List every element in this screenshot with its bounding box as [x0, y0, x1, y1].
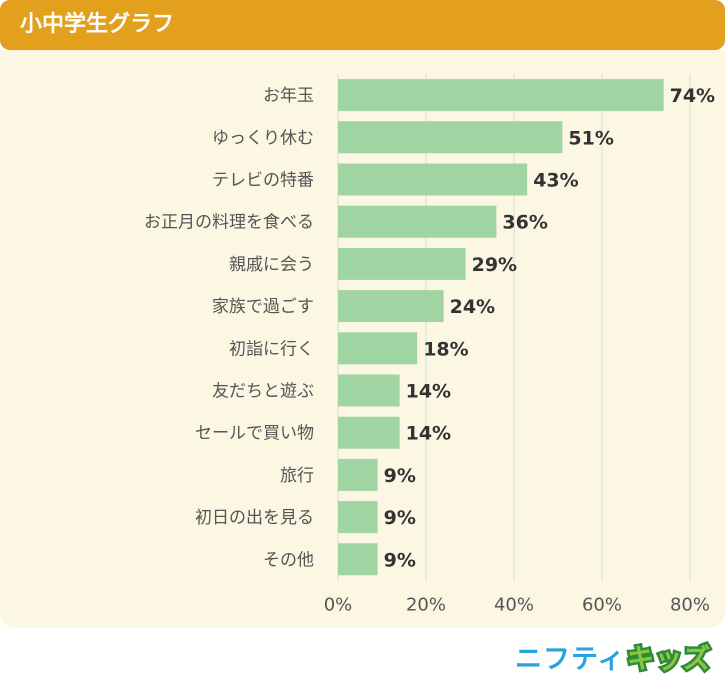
bar: [338, 247, 466, 280]
bar: [338, 121, 563, 154]
bar: [338, 458, 378, 491]
bar: [338, 543, 378, 576]
logo-text-kids: キッズ: [625, 642, 713, 678]
data-label: 29%: [472, 254, 517, 276]
chart-panel: 0% 20% 40% 60% 80% お年玉 74% ゆっくり休む 51% テレビの特番 43% お正…: [0, 50, 725, 628]
data-label: 74%: [670, 85, 715, 107]
data-label: 18%: [423, 338, 468, 360]
bar: [338, 416, 400, 449]
category-label: テレビの特番: [212, 171, 314, 191]
logo-text-nifty: ニフティ: [515, 644, 626, 675]
category-label: 初日の出を見る: [195, 508, 314, 528]
header-banner: 小中学生グラフ: [0, 0, 725, 50]
category-label: 友だちと遊ぶ: [212, 382, 314, 402]
chart-title: 小中学生グラフ: [20, 12, 175, 37]
category-label: お年玉: [263, 86, 314, 106]
bar: [338, 163, 528, 196]
data-label: 14%: [406, 423, 451, 445]
bar: [338, 205, 497, 238]
data-label: 9%: [384, 507, 416, 529]
bar: [338, 501, 378, 534]
category-label: 旅行: [280, 466, 314, 486]
data-label: 36%: [502, 212, 547, 234]
data-label: 9%: [384, 549, 416, 571]
data-label: 51%: [568, 127, 613, 149]
category-label: 家族で過ごす: [212, 297, 314, 317]
data-label: 43%: [533, 170, 578, 192]
category-label: その他: [263, 550, 314, 570]
bar-chart: 0% 20% 40% 60% 80% お年玉 74% ゆっくり休む 51% テレビの特番 43% お正…: [144, 74, 715, 615]
bar: [338, 374, 400, 407]
nifty-kids-logo: ニフティ キッズ: [515, 640, 721, 680]
data-label: 14%: [406, 381, 451, 403]
x-tick-label: 20%: [406, 594, 446, 615]
bar: [338, 332, 418, 365]
x-tick-label: 80%: [670, 594, 710, 615]
category-label: お正月の料理を食べる: [144, 213, 314, 233]
data-label: 24%: [450, 296, 495, 318]
category-label: ゆっくり休む: [212, 128, 314, 148]
x-tick-label: 0%: [324, 594, 353, 615]
category-label: 初詣に行く: [229, 339, 314, 359]
bar: [338, 79, 664, 112]
x-tick-label: 60%: [582, 594, 622, 615]
data-label: 9%: [384, 465, 416, 487]
bar: [338, 290, 444, 323]
category-label: セールで買い物: [195, 424, 314, 444]
x-tick-label: 40%: [494, 594, 534, 615]
category-label: 親戚に会う: [229, 255, 314, 275]
